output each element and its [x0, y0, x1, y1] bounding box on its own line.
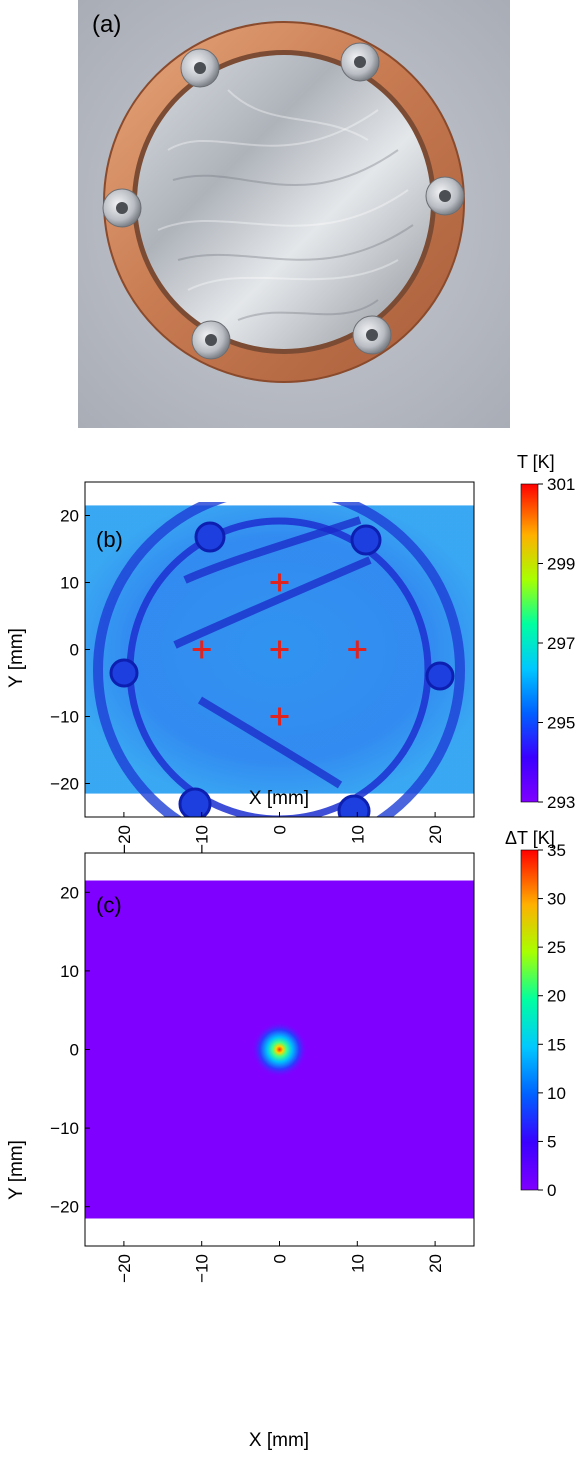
bolts [102, 42, 465, 360]
aluminium-foil [137, 55, 431, 349]
colorbar-tick-label: 20 [547, 987, 566, 1006]
measurement-marker [270, 640, 289, 659]
panel-c-colorbar-bar [520, 849, 539, 1191]
measurement-marker [270, 573, 289, 592]
panel-a-photo: (a) [78, 0, 510, 428]
colorbar-tick-label: 25 [547, 938, 566, 957]
panel-a-label: (a) [92, 11, 121, 38]
y-tick-label: 10 [60, 574, 79, 593]
y-tick-label: −20 [50, 775, 79, 794]
measurement-marker [348, 640, 367, 659]
panel-b-chart: −20 −10 0 10 20 20 10 0 −10 −20 X [mm] Y [mm] (b… [6, 452, 575, 854]
panel-b-x-ticks: −20 −10 0 10 20 [115, 812, 445, 854]
measurement-marker [192, 640, 211, 659]
x-tick-label: −10 [193, 825, 212, 854]
panel-b-xlabel: X [mm] [249, 788, 309, 809]
x-tick-label: −10 [193, 1254, 212, 1283]
x-tick-label: 10 [348, 1254, 367, 1273]
colorbar-tick-label: 5 [547, 1132, 556, 1151]
panel-c-colorbar-ticks: 35 30 25 20 15 10 5 0 [538, 841, 566, 1200]
colorbar-tick-label: 35 [547, 841, 566, 860]
panel-c-x-ticks: −20 −10 0 10 20 [115, 1241, 445, 1283]
colorbar-tick-label: 30 [547, 890, 566, 909]
y-tick-label: 20 [60, 883, 79, 902]
panel-c: −20 −10 0 10 20 20 10 0 −10 −20 X [mm] Y [mm] (c… [0, 828, 585, 1459]
panel-c-label: (c) [96, 893, 122, 918]
x-tick-label: 10 [348, 825, 367, 844]
sample-holder-photo: (a) [78, 0, 510, 428]
panel-b-label: (b) [96, 527, 123, 552]
x-tick-label: 0 [271, 1254, 290, 1263]
colorbar-tick-label: 293 [547, 793, 575, 812]
panel-b-colorbar-ticks: 301 299 297 295 293 [538, 475, 575, 812]
colorbar-tick-label: 299 [547, 555, 575, 574]
panel-b-y-ticks: 20 10 0 −10 −20 [50, 507, 90, 794]
x-tick-label: 20 [426, 825, 445, 844]
colorbar-tick-label: 0 [547, 1181, 556, 1200]
panel-c-colorbar-title: ΔT [K] [505, 828, 555, 848]
x-tick-label: 0 [271, 825, 290, 834]
x-tick-label: −20 [115, 1254, 134, 1283]
panel-b: −20 −10 0 10 20 20 10 0 −10 −20 X [mm] Y [mm] (b… [0, 440, 585, 854]
panel-b-colorbar-bar [520, 483, 539, 803]
panel-b-ylabel: Y [mm] [6, 628, 27, 688]
heating-hotspot [251, 1021, 308, 1078]
colorbar-tick-label: 15 [547, 1035, 566, 1054]
measurement-markers [192, 573, 367, 726]
colorbar-tick-label: 10 [547, 1084, 566, 1103]
panel-b-colorbar-title: T [K] [517, 452, 555, 472]
x-tick-label: −20 [115, 825, 134, 854]
colorbar-tick-label: 301 [547, 475, 575, 494]
panel-c-chart: −20 −10 0 10 20 20 10 0 −10 −20 X [mm] Y [mm] (c… [6, 828, 566, 1451]
x-tick-label: 20 [426, 1254, 445, 1273]
y-tick-label: 0 [70, 641, 79, 660]
colorbar-tick-label: 297 [547, 634, 575, 653]
y-tick-label: 20 [60, 507, 79, 526]
y-tick-label: −20 [50, 1198, 79, 1217]
panel-c-xlabel: X [mm] [249, 1430, 309, 1451]
y-tick-label: −10 [50, 708, 79, 727]
y-tick-label: 0 [70, 1041, 79, 1060]
y-tick-label: −10 [50, 1119, 79, 1138]
measurement-marker [270, 707, 289, 726]
panel-c-ylabel: Y [mm] [6, 1140, 27, 1200]
y-tick-label: 10 [60, 962, 79, 981]
colorbar-tick-label: 295 [547, 714, 575, 733]
panel-c-y-ticks: 20 10 0 −10 −20 [50, 883, 90, 1217]
